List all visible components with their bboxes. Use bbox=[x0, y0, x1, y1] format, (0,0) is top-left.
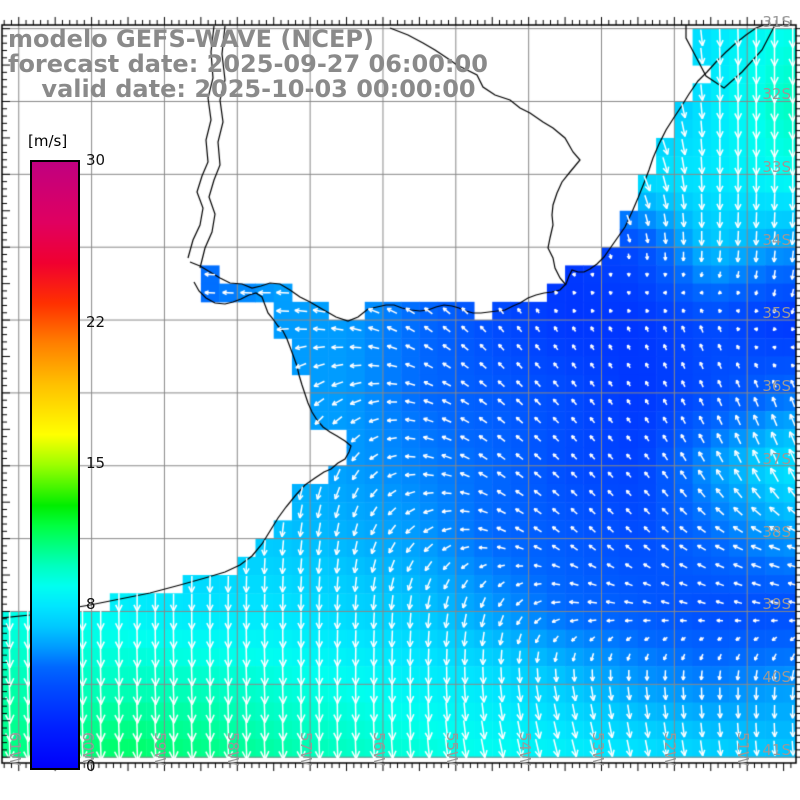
colorbar-gradient bbox=[30, 160, 80, 770]
lat-label: 39S bbox=[762, 595, 791, 614]
lon-label: 55W bbox=[442, 732, 461, 766]
lon-label: 54W bbox=[515, 732, 534, 766]
model-title: modelo GEFS-WAVE (NCEP) bbox=[8, 25, 374, 53]
colorbar-tick-label: 0 bbox=[86, 757, 96, 775]
lat-label: 36S bbox=[762, 376, 791, 395]
lat-label: 40S bbox=[762, 668, 791, 687]
lon-label: 61W bbox=[5, 732, 24, 766]
title-block: modelo GEFS-WAVE (NCEP) forecast date: 2… bbox=[8, 27, 488, 102]
colorbar-unit-label: [m/s] bbox=[28, 132, 68, 150]
lon-label: 51W bbox=[734, 732, 753, 766]
colorbar-tick-label: 8 bbox=[86, 595, 96, 614]
lon-label: 58W bbox=[224, 732, 243, 766]
lat-label: 33S bbox=[762, 158, 791, 177]
colorbar-tick-label: 22 bbox=[86, 312, 106, 331]
lon-label: 57W bbox=[297, 732, 316, 766]
valid-date-line: valid date: 2025-10-03 00:00:00 bbox=[8, 75, 476, 103]
lat-label: 38S bbox=[762, 522, 791, 541]
lon-label: 56W bbox=[369, 732, 388, 766]
lat-label: 37S bbox=[762, 449, 791, 468]
lon-label: 59W bbox=[151, 732, 170, 766]
lat-label: 34S bbox=[762, 231, 791, 250]
forecast-date-line: forecast date: 2025-09-27 06:00:00 bbox=[8, 50, 488, 78]
lat-label: 41S bbox=[762, 741, 791, 760]
lat-label: 32S bbox=[762, 85, 791, 104]
lat-label: 35S bbox=[762, 304, 791, 323]
colorbar-tick-label: 15 bbox=[86, 454, 106, 472]
lon-label: 52W bbox=[661, 732, 680, 766]
lon-label: 53W bbox=[588, 732, 607, 766]
colorbar-tick-label: 30 bbox=[86, 151, 106, 169]
lat-label: 31S bbox=[762, 12, 791, 31]
